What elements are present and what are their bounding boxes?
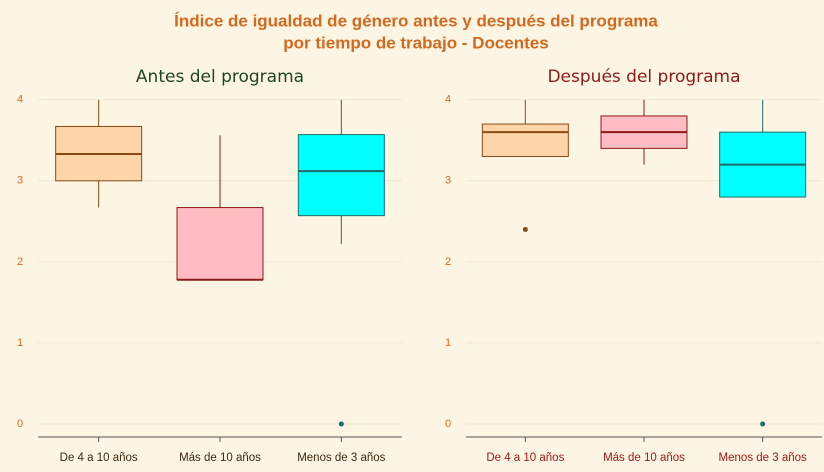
outlier [760,421,766,427]
x-tick-label: Menos de 3 años [719,452,807,464]
box [176,207,264,281]
box [481,123,569,157]
x-tick-label: De 4 a 10 años [60,452,138,464]
y-tick-label: 2 [445,256,451,268]
y-tick-label: 2 [17,256,23,268]
x-tick-label: Menos de 3 años [297,452,385,464]
y-tick-label: 0 [445,418,451,430]
y-tick-label: 3 [445,175,451,187]
panel-title: Después del programa [547,67,740,87]
y-tick-label: 0 [17,418,23,430]
y-tick-label: 4 [445,94,451,106]
x-tick-label: Más de 10 años [603,452,685,464]
outlier [522,226,528,232]
y-tick-label: 3 [17,175,23,187]
panel-title: Antes del programa [136,67,304,87]
x-tick-label: De 4 a 10 años [486,452,564,464]
box [297,134,385,217]
chart-subtitle: por tiempo de trabajo - Docentes [283,33,548,52]
x-tick-label: Más de 10 años [179,452,261,464]
outlier [338,421,344,427]
y-tick-label: 1 [445,337,451,349]
y-tick-label: 4 [17,94,23,106]
y-tick-label: 1 [17,337,23,349]
chart-title: Índice de igualdad de género antes y des… [174,11,658,30]
